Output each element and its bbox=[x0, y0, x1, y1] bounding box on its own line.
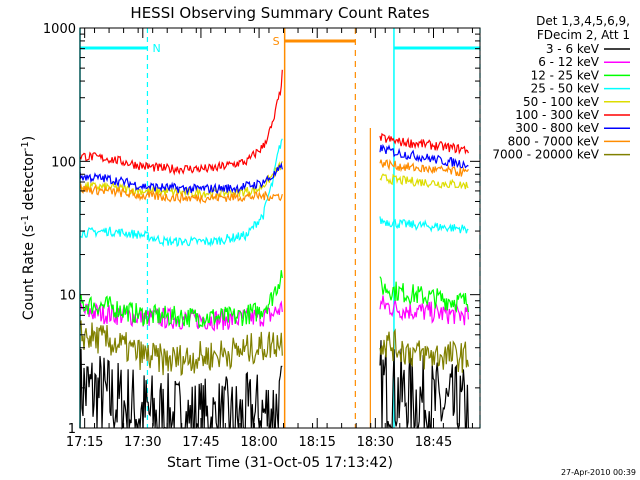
legend-header-line-1: Det 1,3,4,5,6,9, bbox=[536, 14, 630, 28]
y-tick-label: 1000 bbox=[43, 22, 76, 37]
x-tick-label: 17:30 bbox=[124, 435, 161, 450]
series-line bbox=[379, 173, 469, 190]
series-line bbox=[379, 143, 469, 169]
legend-entry-label: 7000 - 20000 keV bbox=[492, 148, 599, 162]
y-tick-label: 100 bbox=[51, 155, 76, 170]
series-line bbox=[79, 270, 283, 328]
x-tick-label: 17:15 bbox=[66, 435, 103, 450]
series-line bbox=[379, 276, 469, 313]
series-line bbox=[379, 132, 469, 155]
series-line bbox=[79, 69, 283, 176]
axes-layer: 17:15 17:30 17:45 18:00 18:15 18:30 18:45 1 10 10… bbox=[43, 22, 480, 450]
y-axis-label: Count Rate (s-1 detector-1) bbox=[20, 136, 37, 320]
series-line bbox=[79, 320, 283, 377]
chart-title: HESSI Observing Summary Count Rates bbox=[130, 4, 429, 22]
y-label-part-3: ) bbox=[21, 136, 37, 141]
legend-entry-label: 300 - 800 keV bbox=[515, 121, 599, 135]
series-line bbox=[79, 138, 283, 248]
saa-flag-label: S bbox=[273, 35, 280, 48]
legend-entry-label: 100 - 300 keV bbox=[515, 108, 599, 122]
series-line bbox=[379, 159, 469, 177]
night-flag-label: N bbox=[152, 42, 160, 55]
series-line bbox=[379, 295, 469, 326]
series-line bbox=[79, 183, 283, 205]
series-line bbox=[379, 328, 469, 373]
x-tick-label: 18:30 bbox=[357, 435, 394, 450]
legend: Det 1,3,4,5,6,9, FDecim 2, Att 1 3 - 6 k… bbox=[492, 14, 630, 162]
series-line bbox=[379, 216, 469, 234]
series-line bbox=[79, 161, 283, 196]
legend-entry-label: 800 - 7000 keV bbox=[508, 134, 600, 148]
y-label-part-2: detector bbox=[21, 151, 37, 215]
legend-entry-label: 25 - 50 keV bbox=[531, 82, 600, 96]
legend-entry-label: 6 - 12 keV bbox=[538, 55, 600, 69]
x-tick-label: 18:45 bbox=[415, 435, 452, 450]
y-label-sup-2: -1 bbox=[20, 141, 31, 151]
legend-entry-label: 12 - 25 keV bbox=[531, 68, 600, 82]
plot-frame bbox=[79, 27, 481, 429]
y-tick-label: 1 bbox=[68, 422, 76, 437]
y-tick-label: 10 bbox=[59, 289, 76, 304]
footer-timestamp: 27-Apr-2010 00:39 bbox=[561, 468, 636, 477]
legend-header-line-2: FDecim 2, Att 1 bbox=[537, 28, 630, 42]
x-tick-label: 18:00 bbox=[240, 435, 277, 450]
x-tick-label: 17:45 bbox=[182, 435, 219, 450]
y-label-sup-1: -1 bbox=[20, 215, 31, 225]
series-layer bbox=[79, 69, 469, 430]
x-axis-label: Start Time (31-Oct-05 17:13:42) bbox=[167, 455, 393, 471]
legend-entry-label: 3 - 6 keV bbox=[546, 42, 600, 56]
y-label-part-1: Count Rate (s bbox=[21, 225, 37, 320]
x-tick-label: 18:15 bbox=[298, 435, 335, 450]
legend-entry-label: 50 - 100 keV bbox=[523, 95, 600, 109]
